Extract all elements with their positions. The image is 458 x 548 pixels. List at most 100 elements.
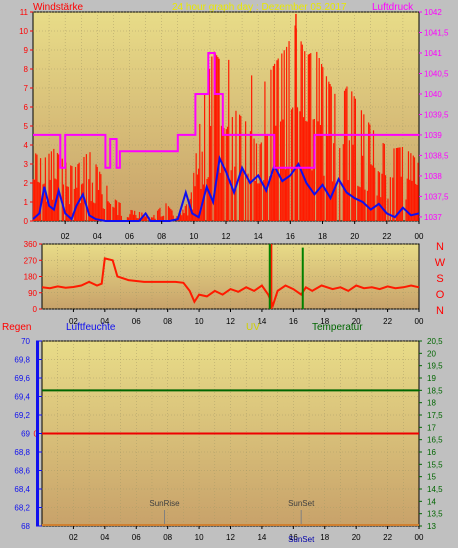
x-tick-label: 10 xyxy=(195,317,204,326)
y-tick-label: 1038,5 xyxy=(424,151,449,160)
y-tick-label: 18 xyxy=(427,399,436,408)
y-tick-label: 360 xyxy=(24,240,38,249)
y-tick-label: 14,5 xyxy=(427,485,443,494)
x-tick-label: 00 xyxy=(415,317,424,326)
x-tick-label: 00 xyxy=(415,533,424,542)
y-tick-label: 16,5 xyxy=(427,436,443,445)
gust-series-line xyxy=(32,154,420,222)
y-tick-label: 1039,5 xyxy=(424,110,449,119)
pressure-label: Luftdruck xyxy=(372,2,414,13)
wind-speed-series xyxy=(32,13,419,221)
y-tick-label: 68,6 xyxy=(14,467,30,476)
y-tick-label: 10 xyxy=(19,27,28,36)
y-tick-label: 69,6 xyxy=(14,374,30,383)
humidity-temperature-x-axis: 02 04 06 08 10 12 14 16 18 20 22 00 xyxy=(69,526,424,542)
x-tick-label: 22 xyxy=(382,232,391,241)
humidity-label: Luftfeuchte xyxy=(66,322,116,333)
x-tick-label: 16 xyxy=(289,317,298,326)
y-tick-label: 69,8 xyxy=(14,356,30,365)
x-tick-label: 22 xyxy=(383,317,392,326)
compass-label: S xyxy=(436,273,443,285)
x-tick-label: 04 xyxy=(93,232,102,241)
y-tick-label: 1042 xyxy=(424,8,442,17)
y-tick-label: 14 xyxy=(427,497,436,506)
wind-speed-axis: 0 1 2 3 4 5 6 7 8 9 10 11 xyxy=(19,8,33,226)
y-tick-label: 17 xyxy=(427,423,436,432)
y-tick-label: 20,5 xyxy=(427,337,443,346)
x-tick-label: 20 xyxy=(352,317,361,326)
y-tick-label: 17,5 xyxy=(427,411,443,420)
x-tick-label: 02 xyxy=(61,232,70,241)
humidity-axis: 68 68,2 68,4 68,6 68,8 69 69,2 69,4 69,6 69,8 70 xyxy=(14,337,42,531)
y-tick-label: 0 xyxy=(24,217,29,226)
x-tick-label: 08 xyxy=(157,232,166,241)
x-tick-label: 08 xyxy=(163,533,172,542)
x-tick-label: 10 xyxy=(189,232,198,241)
y-tick-label: 1040 xyxy=(424,90,442,99)
wind-direction-x-axis: 02 04 06 08 10 12 14 16 18 20 22 00 xyxy=(69,309,424,326)
x-tick-label: 06 xyxy=(132,317,141,326)
y-tick-label: 19,5 xyxy=(427,362,443,371)
compass-label: N xyxy=(436,305,444,317)
y-tick-label: 1041 xyxy=(424,49,442,58)
x-tick-label: 08 xyxy=(163,317,172,326)
chart-title: 24 hour graph day : Dezember 05.2017 xyxy=(172,2,347,13)
y-tick-label: 6 xyxy=(24,103,29,112)
y-tick-label: 0 xyxy=(33,305,38,314)
x-tick-label: 18 xyxy=(320,317,329,326)
y-tick-label: 13 xyxy=(427,522,436,531)
wind-direction-grid xyxy=(42,243,419,310)
y-tick-label: 15,5 xyxy=(427,460,443,469)
x-tick-label: 12 xyxy=(226,317,235,326)
x-tick-label: 18 xyxy=(320,533,329,542)
temperature-axis: 13 13,5 14 14,5 15 15,5 16 16,5 17 17,5 18 18,5 19 19… xyxy=(419,337,443,531)
y-tick-label: 16 xyxy=(427,448,436,457)
y-tick-label: 11 xyxy=(20,8,29,17)
y-tick-label: 1039 xyxy=(424,131,442,140)
y-tick-label: 1 xyxy=(24,198,29,207)
x-tick-label: 14 xyxy=(257,533,266,542)
x-tick-label: 10 xyxy=(195,533,204,542)
sun-marker-label: SunSet xyxy=(288,499,315,508)
x-tick-label: 04 xyxy=(100,533,109,542)
x-tick-label: 02 xyxy=(69,533,78,542)
wind-pressure-x-axis: 02 04 06 08 10 12 14 16 18 20 22 00 xyxy=(61,221,424,241)
x-tick-label: 18 xyxy=(318,232,327,241)
x-tick-label: 00 xyxy=(415,232,424,241)
pressure-series-line xyxy=(33,52,419,169)
y-tick-label: 4 xyxy=(24,141,29,150)
y-tick-label: 68,4 xyxy=(14,485,30,494)
y-tick-label: 69,4 xyxy=(14,393,30,402)
x-tick-label: 16 xyxy=(286,232,295,241)
y-tick-label: 90 xyxy=(28,289,37,298)
x-tick-label: 20 xyxy=(350,232,359,241)
y-tick-label: 8 xyxy=(24,65,29,74)
x-tick-label: 06 xyxy=(132,533,141,542)
x-tick-label: 02 xyxy=(69,317,78,326)
sun-markers: SunRise SunSet xyxy=(42,499,419,526)
y-tick-label: 19 xyxy=(427,374,436,383)
compass-label: W xyxy=(435,257,446,269)
wind-direction-series-line xyxy=(41,257,420,309)
y-tick-label: 70 xyxy=(21,337,30,346)
x-tick-label: 14 xyxy=(254,232,263,241)
y-tick-label: 69 xyxy=(21,430,30,439)
x-tick-label: 16 xyxy=(289,533,298,542)
y-tick-label: 68 xyxy=(21,522,30,531)
x-tick-label: 06 xyxy=(125,232,134,241)
x-tick-label: 22 xyxy=(383,533,392,542)
y-tick-label: 15 xyxy=(427,473,436,482)
x-tick-label: 14 xyxy=(257,317,266,326)
y-tick-label: 20 xyxy=(427,349,436,358)
y-tick-label: 1037,5 xyxy=(424,192,449,201)
y-tick-label: 3 xyxy=(24,160,29,169)
y-tick-label: 68,8 xyxy=(14,448,30,457)
y-tick-label: 180 xyxy=(24,273,38,282)
uv-label: UV xyxy=(246,322,260,333)
rain-label: Regen xyxy=(2,322,31,333)
sun-marker-label: SunRise xyxy=(149,499,180,508)
y-tick-label: 9 xyxy=(24,46,29,55)
